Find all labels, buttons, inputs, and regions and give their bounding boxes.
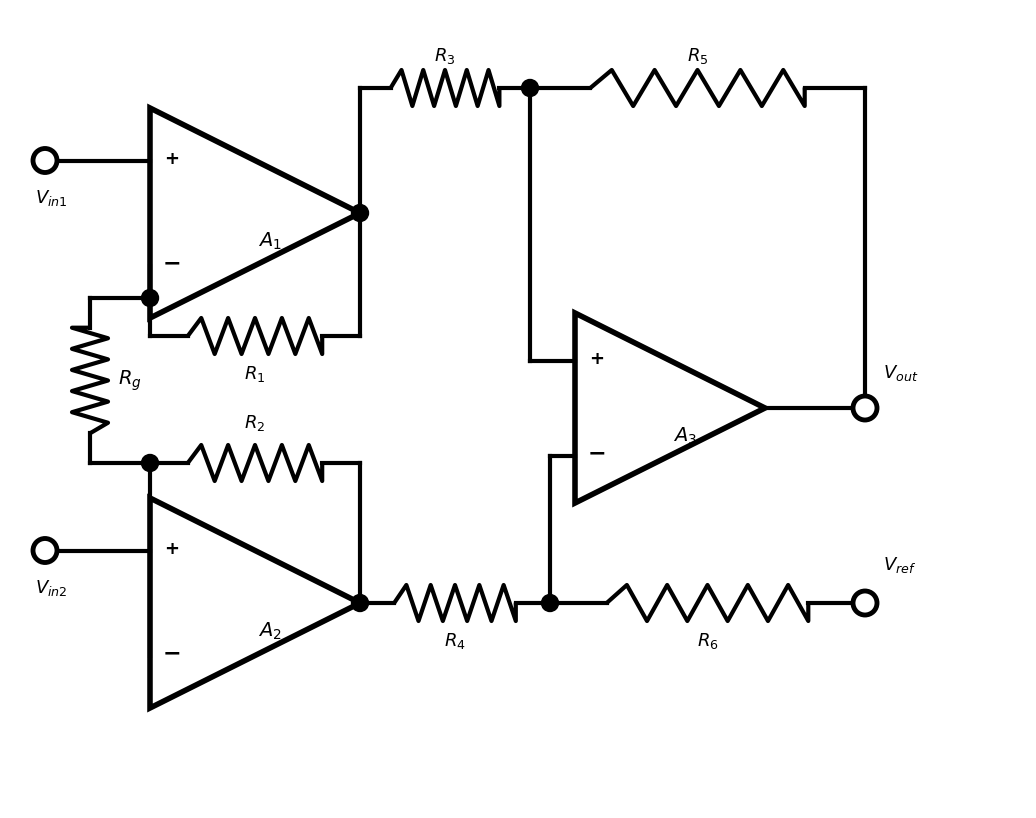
Circle shape [33,538,57,563]
Circle shape [351,204,369,222]
Circle shape [33,149,57,173]
Text: $A_1$: $A_1$ [258,231,282,252]
Text: $A_2$: $A_2$ [258,620,282,641]
Text: $A_3$: $A_3$ [673,425,697,447]
Circle shape [542,595,558,612]
Text: +: + [165,150,179,168]
Text: $R_g$: $R_g$ [118,368,142,393]
Text: +: + [589,349,604,367]
Text: +: + [165,540,179,558]
Circle shape [521,79,539,97]
Text: $R_5$: $R_5$ [687,46,709,66]
Text: $V_{in1}$: $V_{in1}$ [35,188,67,209]
Text: $R_1$: $R_1$ [244,364,265,384]
Text: $V_{in2}$: $V_{in2}$ [35,578,67,599]
Circle shape [351,595,369,612]
Text: $V_{ref}$: $V_{ref}$ [883,555,916,575]
Text: −: − [163,644,181,663]
Text: $R_4$: $R_4$ [444,631,466,651]
Circle shape [853,396,877,420]
Text: $R_3$: $R_3$ [434,46,456,66]
Circle shape [853,591,877,615]
Text: −: − [587,443,606,464]
Circle shape [142,290,159,307]
Text: −: − [163,254,181,273]
Text: $V_{out}$: $V_{out}$ [883,363,918,383]
Circle shape [142,455,159,471]
Text: $R_2$: $R_2$ [244,413,265,433]
Text: $R_6$: $R_6$ [696,631,718,651]
